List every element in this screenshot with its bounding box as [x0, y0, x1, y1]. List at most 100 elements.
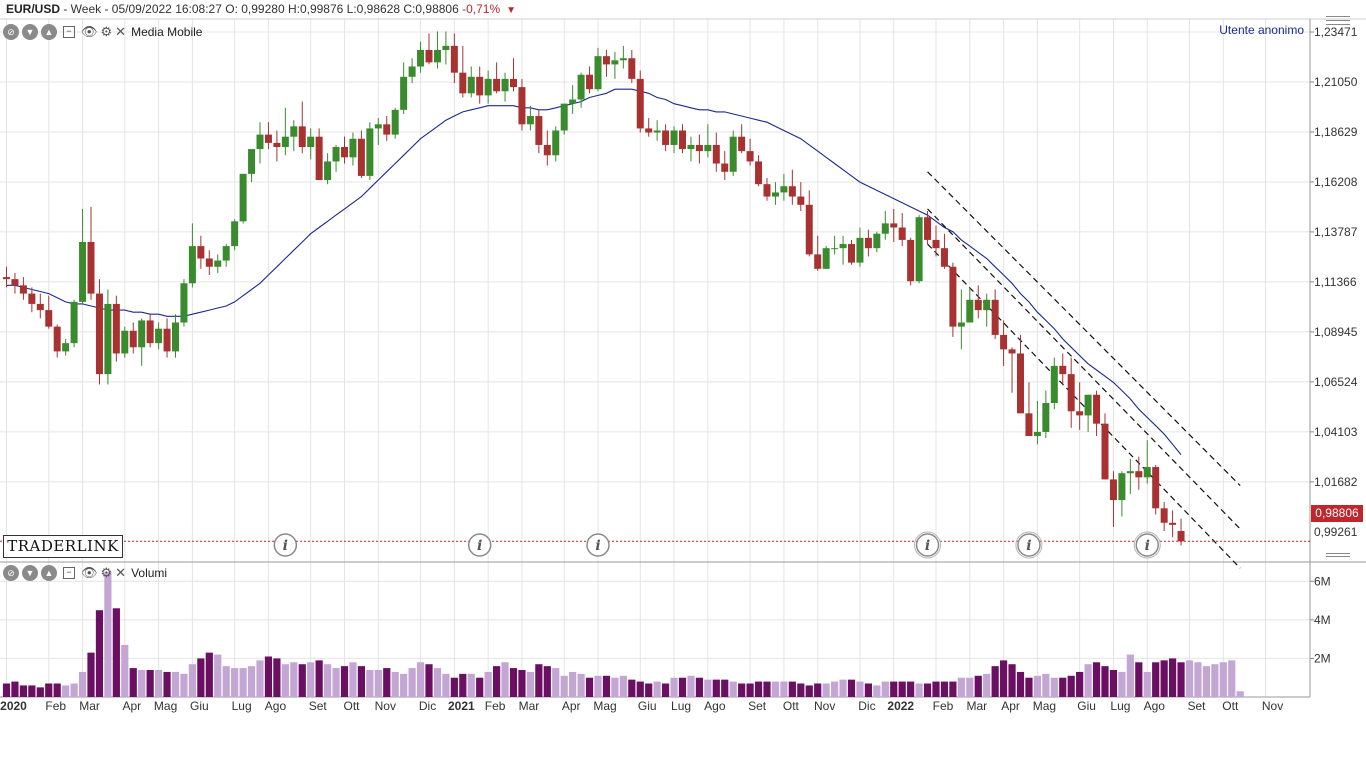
- move-down-icon[interactable]: ▼: [22, 565, 38, 581]
- volume-bar: [1092, 662, 1101, 697]
- candle-body: [129, 330, 137, 348]
- volume-bar: [231, 668, 239, 697]
- minimize-icon[interactable]: −: [63, 26, 75, 38]
- volume-bar: [104, 571, 112, 697]
- panel-separators: [0, 18, 1366, 698]
- cancel-icon[interactable]: ⊘: [3, 565, 19, 581]
- traderlink-logo: TRADERLINK: [3, 535, 123, 558]
- time-tick-label: Mag: [1033, 699, 1056, 713]
- user-link[interactable]: Utente anonimo: [1219, 23, 1304, 37]
- cancel-icon[interactable]: ⊘: [3, 24, 19, 40]
- candle-body: [36, 303, 44, 311]
- volume-axis: 6M 4M 2M: [1310, 574, 1331, 665]
- close-icon[interactable]: ✕: [115, 24, 127, 39]
- ohlc-info: - Week - 05/09/2022 16:08:27 O: 0,99280 …: [60, 2, 459, 16]
- candle-body: [298, 126, 306, 148]
- time-tick-label: Giu: [638, 699, 657, 713]
- info-icon: [273, 533, 298, 557]
- volume-bar: [873, 685, 881, 697]
- hamburger-menu-icon[interactable]: [1326, 16, 1350, 28]
- move-up-icon[interactable]: ▲: [41, 24, 57, 40]
- volume-bar: [1202, 666, 1210, 697]
- candle-body: [87, 241, 95, 294]
- volume-bar: [273, 658, 281, 697]
- candle-body: [476, 76, 484, 96]
- volume-bar: [1059, 677, 1067, 697]
- candle-body: [248, 149, 256, 174]
- indicator-label[interactable]: Media Mobile: [131, 25, 203, 39]
- price-tick-label: 1,11366: [1314, 275, 1357, 289]
- volume-bar: [1236, 691, 1244, 697]
- candle-body: [763, 184, 771, 197]
- volume-bar: [1228, 660, 1236, 697]
- candle-body: [349, 138, 357, 158]
- volume-bar: [425, 664, 433, 697]
- candle-body: [501, 78, 509, 92]
- time-tick-label: Apr: [1001, 699, 1020, 713]
- candle-body: [738, 136, 746, 152]
- eye-icon[interactable]: 👁: [81, 565, 98, 580]
- candle-body: [915, 217, 923, 282]
- candle-body: [484, 78, 492, 96]
- candle-body: [831, 248, 839, 250]
- candle-body: [222, 246, 230, 261]
- down-arrow-icon: ▼: [506, 5, 517, 16]
- volume-bar: [2, 683, 11, 697]
- volume-bar: [991, 666, 999, 697]
- candle-body: [949, 266, 957, 327]
- volume-bar: [383, 668, 391, 697]
- volume-bar: [847, 679, 856, 697]
- candle-body: [628, 58, 636, 79]
- minimize-icon[interactable]: −: [63, 567, 75, 579]
- time-tick-label: Feb: [45, 699, 66, 713]
- volume-bar: [771, 681, 780, 697]
- volume-bar: [805, 685, 813, 697]
- candle-body: [1160, 508, 1168, 523]
- volume-bar: [932, 681, 940, 697]
- time-tick-label: Ott: [343, 699, 360, 713]
- volume-bar: [70, 683, 78, 697]
- close-icon[interactable]: ✕: [115, 565, 127, 580]
- volume-bar: [408, 668, 416, 697]
- info-icon-glyph: i: [477, 538, 482, 554]
- volume-bar: [831, 681, 839, 697]
- candlesticks: [3, 31, 1185, 546]
- volume-bar: [256, 660, 264, 697]
- volume-label[interactable]: Volumi: [131, 566, 168, 580]
- volume-bar: [509, 668, 518, 697]
- candle-body: [197, 246, 205, 259]
- candle-body: [1084, 394, 1092, 416]
- volume-bar: [949, 681, 957, 697]
- volume-bar: [856, 681, 864, 697]
- gear-icon[interactable]: ⚙: [100, 24, 113, 39]
- moving-average-series: [6, 88, 1182, 455]
- candle-body: [273, 142, 281, 148]
- volume-bar: [19, 685, 27, 697]
- candle-body: [966, 299, 974, 323]
- move-up-icon[interactable]: ▲: [41, 565, 57, 581]
- time-tick-label: Mar: [79, 699, 100, 713]
- volume-bar: [146, 670, 154, 697]
- time-tick-label: Lug: [1110, 699, 1130, 713]
- candle-body: [95, 293, 103, 375]
- candle-body: [315, 136, 323, 181]
- volume-bar: [1211, 664, 1219, 697]
- candle-body: [188, 246, 196, 284]
- volume-bar: [594, 675, 602, 697]
- volume-bar: [898, 681, 906, 697]
- eye-icon[interactable]: 👁: [81, 24, 98, 39]
- volume-bar: [543, 666, 551, 697]
- gear-icon[interactable]: ⚙: [100, 565, 113, 580]
- volume-bar: [484, 671, 492, 697]
- candle-body: [400, 76, 408, 110]
- volume-bar: [890, 681, 898, 697]
- panel-resize-handle-icon[interactable]: [1326, 553, 1350, 559]
- move-down-icon[interactable]: ▼: [22, 24, 38, 40]
- candle-body: [79, 241, 87, 302]
- time-tick-label: Dic: [419, 699, 436, 713]
- candle-body: [383, 124, 391, 135]
- candle-body: [805, 204, 813, 255]
- candle-body: [45, 310, 53, 327]
- volume-bar: [459, 673, 467, 697]
